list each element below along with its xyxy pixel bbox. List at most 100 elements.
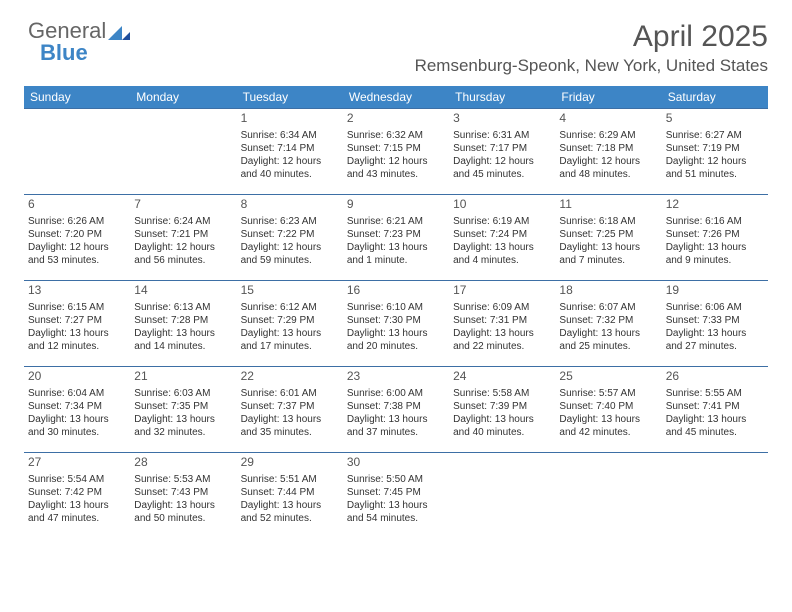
day-number: 8 — [241, 197, 339, 213]
sunrise-text: Sunrise: 6:18 AM — [559, 215, 657, 228]
day-number: 11 — [559, 197, 657, 213]
sunset-text: Sunset: 7:23 PM — [347, 228, 445, 241]
daylight-text: Daylight: 12 hours and 48 minutes. — [559, 155, 657, 181]
daylight-text: Daylight: 13 hours and 54 minutes. — [347, 499, 445, 525]
sunset-text: Sunset: 7:35 PM — [134, 400, 232, 413]
sunset-text: Sunset: 7:41 PM — [666, 400, 764, 413]
day-number: 27 — [28, 455, 126, 471]
calendar-day-cell — [555, 453, 661, 539]
calendar-table: SundayMondayTuesdayWednesdayThursdayFrid… — [24, 86, 768, 539]
day-number: 20 — [28, 369, 126, 385]
day-number: 26 — [666, 369, 764, 385]
sunset-text: Sunset: 7:33 PM — [666, 314, 764, 327]
day-number: 13 — [28, 283, 126, 299]
daylight-text: Daylight: 13 hours and 17 minutes. — [241, 327, 339, 353]
sunrise-text: Sunrise: 5:51 AM — [241, 473, 339, 486]
calendar-day-cell: 13Sunrise: 6:15 AMSunset: 7:27 PMDayligh… — [24, 281, 130, 367]
sunrise-text: Sunrise: 6:16 AM — [666, 215, 764, 228]
day-number: 4 — [559, 111, 657, 127]
sunset-text: Sunset: 7:17 PM — [453, 142, 551, 155]
sunset-text: Sunset: 7:39 PM — [453, 400, 551, 413]
day-number: 28 — [134, 455, 232, 471]
day-number: 1 — [241, 111, 339, 127]
calendar-day-cell: 12Sunrise: 6:16 AMSunset: 7:26 PMDayligh… — [662, 195, 768, 281]
sunrise-text: Sunrise: 6:27 AM — [666, 129, 764, 142]
calendar-day-cell: 17Sunrise: 6:09 AMSunset: 7:31 PMDayligh… — [449, 281, 555, 367]
sunrise-text: Sunrise: 6:01 AM — [241, 387, 339, 400]
sunrise-text: Sunrise: 6:13 AM — [134, 301, 232, 314]
calendar-day-cell: 15Sunrise: 6:12 AMSunset: 7:29 PMDayligh… — [237, 281, 343, 367]
sunrise-text: Sunrise: 6:09 AM — [453, 301, 551, 314]
sunset-text: Sunset: 7:34 PM — [28, 400, 126, 413]
day-number: 19 — [666, 283, 764, 299]
sunset-text: Sunset: 7:26 PM — [666, 228, 764, 241]
calendar-day-cell: 22Sunrise: 6:01 AMSunset: 7:37 PMDayligh… — [237, 367, 343, 453]
sunrise-text: Sunrise: 6:31 AM — [453, 129, 551, 142]
weekday-header: Sunday — [24, 86, 130, 109]
weekday-header: Thursday — [449, 86, 555, 109]
calendar-day-cell: 6 Sunrise: 6:26 AMSunset: 7:20 PMDaylight… — [24, 195, 130, 281]
daylight-text: Daylight: 13 hours and 20 minutes. — [347, 327, 445, 353]
sunset-text: Sunset: 7:32 PM — [559, 314, 657, 327]
sunset-text: Sunset: 7:31 PM — [453, 314, 551, 327]
header: April 2025 Remsenburg-Speonk, New York, … — [24, 20, 768, 76]
sunrise-text: Sunrise: 5:50 AM — [347, 473, 445, 486]
day-number: 15 — [241, 283, 339, 299]
calendar-day-cell: 2Sunrise: 6:32 AMSunset: 7:15 PMDaylight… — [343, 109, 449, 195]
sunset-text: Sunset: 7:25 PM — [559, 228, 657, 241]
calendar-day-cell: 23Sunrise: 6:00 AMSunset: 7:38 PMDayligh… — [343, 367, 449, 453]
calendar-week-row: 1Sunrise: 6:34 AMSunset: 7:14 PMDaylight… — [24, 109, 768, 195]
calendar-day-cell: 8Sunrise: 6:23 AMSunset: 7:22 PMDaylight… — [237, 195, 343, 281]
calendar-day-cell: 29Sunrise: 5:51 AMSunset: 7:44 PMDayligh… — [237, 453, 343, 539]
day-number: 24 — [453, 369, 551, 385]
day-number: 2 — [347, 111, 445, 127]
weekday-header: Saturday — [662, 86, 768, 109]
sunrise-text: Sunrise: 6:12 AM — [241, 301, 339, 314]
daylight-text: Daylight: 13 hours and 47 minutes. — [28, 499, 126, 525]
daylight-text: Daylight: 13 hours and 25 minutes. — [559, 327, 657, 353]
weekday-header-row: SundayMondayTuesdayWednesdayThursdayFrid… — [24, 86, 768, 109]
sunset-text: Sunset: 7:44 PM — [241, 486, 339, 499]
daylight-text: Daylight: 12 hours and 43 minutes. — [347, 155, 445, 181]
calendar-day-cell — [449, 453, 555, 539]
calendar-day-cell: 21Sunrise: 6:03 AMSunset: 7:35 PMDayligh… — [130, 367, 236, 453]
calendar-day-cell: 20Sunrise: 6:04 AMSunset: 7:34 PMDayligh… — [24, 367, 130, 453]
sunrise-text: Sunrise: 6:07 AM — [559, 301, 657, 314]
daylight-text: Daylight: 13 hours and 12 minutes. — [28, 327, 126, 353]
calendar-day-cell: 5Sunrise: 6:27 AMSunset: 7:19 PMDaylight… — [662, 109, 768, 195]
daylight-text: Daylight: 12 hours and 51 minutes. — [666, 155, 764, 181]
day-number: 12 — [666, 197, 764, 213]
daylight-text: Daylight: 13 hours and 1 minute. — [347, 241, 445, 267]
calendar-week-row: 6Sunrise: 6:26 AMSunset: 7:20 PMDaylight… — [24, 195, 768, 281]
sunset-text: Sunset: 7:14 PM — [241, 142, 339, 155]
sunrise-text: Sunrise: 6:26 AM — [28, 215, 126, 228]
sunrise-text: Sunrise: 6:32 AM — [347, 129, 445, 142]
calendar-day-cell — [662, 453, 768, 539]
day-number: 6 — [28, 197, 126, 213]
day-number: 14 — [134, 283, 232, 299]
sunset-text: Sunset: 7:30 PM — [347, 314, 445, 327]
sunset-text: Sunset: 7:20 PM — [28, 228, 126, 241]
weekday-header: Friday — [555, 86, 661, 109]
sunrise-text: Sunrise: 6:03 AM — [134, 387, 232, 400]
calendar-day-cell — [24, 109, 130, 195]
day-number: 22 — [241, 369, 339, 385]
logo-text-2: Blue — [40, 40, 88, 66]
sunrise-text: Sunrise: 6:23 AM — [241, 215, 339, 228]
day-number: 18 — [559, 283, 657, 299]
calendar-day-cell: 4Sunrise: 6:29 AMSunset: 7:18 PMDaylight… — [555, 109, 661, 195]
sunrise-text: Sunrise: 6:00 AM — [347, 387, 445, 400]
day-number: 16 — [347, 283, 445, 299]
sunset-text: Sunset: 7:18 PM — [559, 142, 657, 155]
calendar-week-row: 27Sunrise: 5:54 AMSunset: 7:42 PMDayligh… — [24, 453, 768, 539]
daylight-text: Daylight: 12 hours and 53 minutes. — [28, 241, 126, 267]
sunset-text: Sunset: 7:24 PM — [453, 228, 551, 241]
weekday-header: Tuesday — [237, 86, 343, 109]
day-number: 25 — [559, 369, 657, 385]
daylight-text: Daylight: 12 hours and 56 minutes. — [134, 241, 232, 267]
daylight-text: Daylight: 13 hours and 32 minutes. — [134, 413, 232, 439]
sunset-text: Sunset: 7:28 PM — [134, 314, 232, 327]
daylight-text: Daylight: 13 hours and 45 minutes. — [666, 413, 764, 439]
calendar-day-cell: 27Sunrise: 5:54 AMSunset: 7:42 PMDayligh… — [24, 453, 130, 539]
calendar-day-cell: 18 Sunrise: 6:07 AMSunset: 7:32 PMDayligh… — [555, 281, 661, 367]
